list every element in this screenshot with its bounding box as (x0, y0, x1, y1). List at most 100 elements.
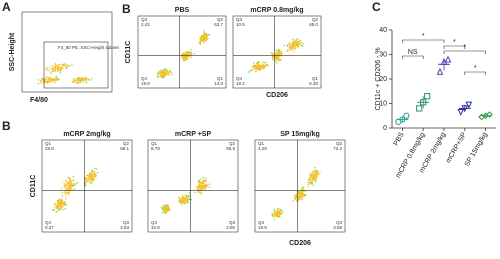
event-dot (69, 191, 71, 193)
axis-label: F4/80 (30, 97, 48, 104)
event-dot (308, 179, 311, 182)
event-dot (64, 208, 66, 210)
event-dot (165, 209, 167, 211)
event-dot (40, 80, 42, 82)
quadrant-value: 4.29 (258, 146, 267, 151)
event-dot (163, 69, 166, 72)
quadrant-name: Q4 (151, 220, 158, 225)
event-dot (205, 36, 208, 39)
event-dot (90, 175, 93, 178)
event-dot (197, 180, 200, 182)
x-tick-label: SP 15mg/kg (464, 131, 489, 168)
event-dot (165, 71, 167, 74)
event-dot (190, 56, 192, 58)
event-dot (261, 62, 264, 65)
event-dot (65, 67, 68, 70)
event-dot (311, 181, 314, 184)
quadrant-value: 2.42 (141, 22, 150, 27)
event-dot (255, 71, 257, 73)
event-dot (55, 204, 58, 207)
quadrant-value: 0.27 (45, 225, 54, 230)
event-dot (54, 70, 57, 73)
event-dot (274, 60, 276, 62)
event-dot (63, 193, 66, 195)
event-dot (266, 63, 268, 66)
event-dot (278, 212, 280, 214)
event-dot (314, 174, 316, 176)
event-dot (65, 198, 67, 200)
event-dot (288, 43, 291, 46)
event-dot (253, 65, 255, 68)
event-dot (59, 72, 61, 74)
event-dot (56, 77, 58, 79)
y-tick-label: 20 (379, 76, 387, 83)
event-dot (188, 53, 190, 55)
quadrant-name: Q3 (229, 220, 236, 225)
event-dot (204, 179, 206, 181)
event-dot (157, 75, 159, 77)
event-dot (58, 64, 61, 66)
event-dot (314, 179, 316, 182)
event-dot (203, 185, 205, 187)
event-dot (161, 209, 164, 211)
event-dot (180, 201, 182, 203)
event-dot (289, 49, 291, 51)
event-dot (91, 179, 94, 181)
event-dot (200, 186, 203, 189)
data-point (436, 67, 444, 75)
event-dot (299, 193, 301, 195)
event-dot (161, 74, 164, 77)
event-dot (56, 68, 59, 71)
event-dot (303, 189, 305, 191)
event-dot (73, 184, 76, 186)
event-dot (53, 70, 55, 72)
event-dot (68, 184, 71, 186)
event-dot (314, 170, 316, 172)
significance-label: * (422, 33, 425, 40)
significance-bracket (402, 39, 445, 43)
event-dot (91, 180, 93, 183)
event-dot (262, 61, 265, 63)
event-dot (256, 68, 258, 71)
event-dot (317, 170, 319, 172)
event-dot (54, 202, 56, 205)
quadrant-name: Q3 (123, 220, 130, 225)
event-dot (90, 169, 93, 172)
event-dot (299, 41, 301, 44)
event-dot (300, 196, 303, 198)
event-dot (199, 186, 201, 189)
event-dot (190, 48, 192, 51)
event-dot (198, 179, 200, 182)
data-point (457, 108, 465, 116)
significance-bracket (402, 55, 424, 59)
event-dot (77, 78, 79, 80)
event-dot (256, 67, 259, 70)
event-dot (301, 189, 303, 191)
event-dot (178, 201, 180, 204)
event-dot (203, 37, 205, 40)
event-dot (59, 199, 61, 202)
event-dot (180, 202, 183, 205)
panel-label: A (2, 0, 11, 14)
quadrant-name: Q1 (217, 76, 224, 81)
event-dot (251, 68, 253, 71)
event-dot (199, 37, 201, 39)
event-dot (82, 78, 85, 80)
event-dot (202, 177, 204, 179)
event-dot (259, 68, 262, 70)
event-dot (161, 211, 164, 214)
event-dot (280, 59, 282, 61)
event-dot (92, 170, 94, 172)
event-dot (200, 185, 203, 187)
event-dot (270, 52, 272, 54)
event-dot (160, 76, 162, 78)
event-dot (275, 211, 278, 213)
event-dot (162, 208, 164, 210)
event-dot (297, 38, 299, 40)
event-dot (201, 193, 203, 195)
event-dot (68, 65, 71, 67)
quadrant-name: Q4 (141, 76, 148, 81)
event-dot (190, 199, 193, 201)
event-dot (59, 67, 62, 69)
